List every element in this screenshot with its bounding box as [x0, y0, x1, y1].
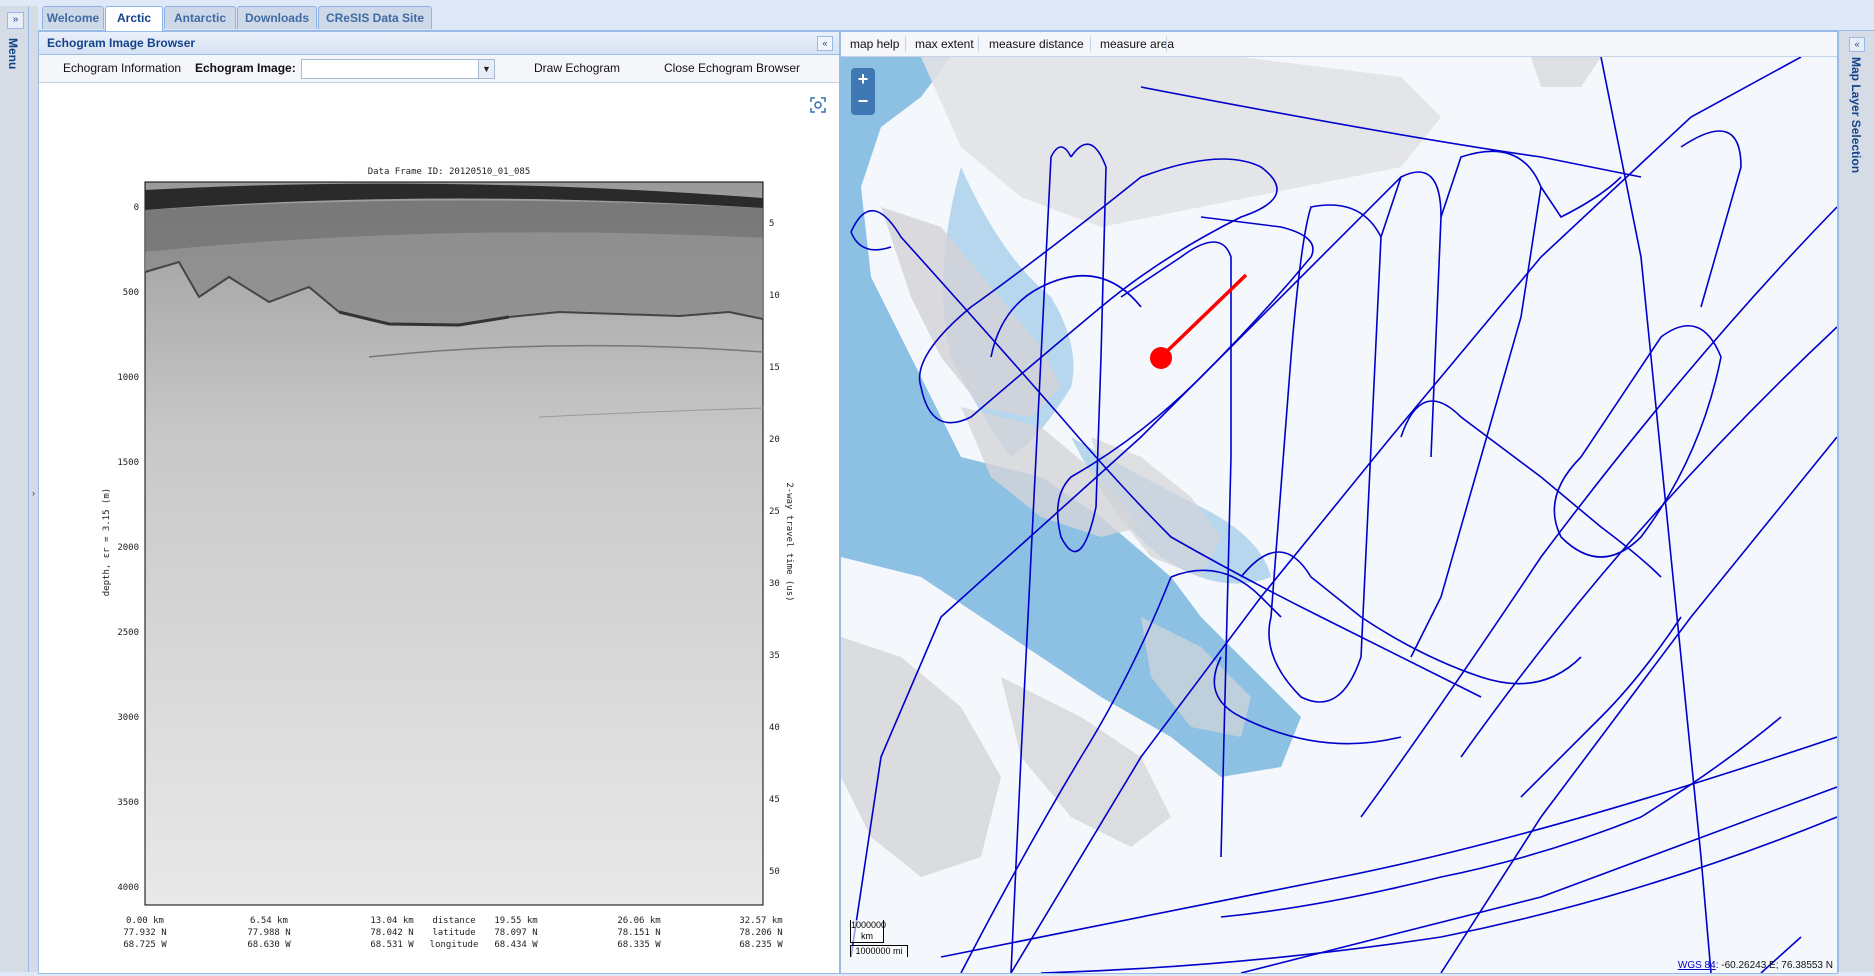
right-tick: 30: [769, 579, 780, 589]
echogram-panel-title: Echogram Image Browser: [47, 36, 196, 50]
echogram-panel-header: Echogram Image Browser «: [39, 32, 839, 55]
distance-row-label: distance: [432, 916, 475, 926]
latitude-value: 78.151 N: [617, 928, 660, 938]
right-tick: 45: [769, 795, 780, 805]
map-panel[interactable]: map help max extent measure distance mea…: [840, 31, 1838, 974]
map-layer-selection-label[interactable]: Map Layer Selection: [1849, 57, 1863, 174]
latitude-value: 77.932 N: [123, 928, 166, 938]
longitude-value: 68.630 W: [247, 940, 291, 950]
latitude-value: 78.042 N: [370, 928, 413, 938]
reset-view-icon[interactable]: [809, 96, 827, 114]
close-echogram-browser-button[interactable]: Close Echogram Browser: [664, 61, 801, 75]
double-chevron-right-icon[interactable]: »: [7, 12, 24, 29]
echogram-panel: Echogram Image Browser « Echogram Inform…: [38, 31, 840, 974]
map-layer-selection-panel: « Map Layer Selection: [1838, 31, 1874, 972]
splitter-arrow-icon[interactable]: ›: [32, 488, 35, 498]
measure-distance-button[interactable]: measure distance: [989, 37, 1084, 51]
right-tick: 35: [769, 651, 780, 661]
map-toolbar: map help max extent measure distance mea…: [841, 32, 1837, 57]
distance-value: 32.57 km: [739, 916, 782, 926]
flight-lines: [850, 57, 1837, 973]
tab-welcome[interactable]: Welcome: [42, 6, 104, 29]
latitude-value: 78.206 N: [739, 928, 782, 938]
right-tick: 20: [769, 435, 780, 445]
draw-echogram-button[interactable]: Draw Echogram: [534, 61, 621, 75]
right-axis-label: 2-way travel time (us): [784, 482, 794, 601]
tab-antarctic[interactable]: Antarctic: [164, 6, 236, 29]
latitude-value: 77.988 N: [247, 928, 290, 938]
echogram-image-label: Echogram Image:: [195, 61, 296, 75]
menu-label[interactable]: Menu: [6, 38, 20, 70]
toolbar-separator: [905, 36, 906, 52]
bottom-axis: 0.00 km 77.932 N 68.725 W 6.54 km 77.988…: [123, 916, 783, 950]
distance-value: 0.00 km: [126, 916, 164, 926]
distance-value: 19.55 km: [494, 916, 537, 926]
tab-arctic[interactable]: Arctic: [105, 6, 163, 31]
map-help-button[interactable]: map help: [850, 37, 900, 51]
left-tick: 3000: [117, 713, 139, 723]
left-splitter[interactable]: ›: [29, 6, 38, 972]
tab-cresis-data-site[interactable]: CReSIS Data Site: [318, 6, 432, 29]
echogram-image-select[interactable]: ▼: [301, 59, 495, 79]
toolbar-separator: [978, 36, 979, 52]
projection-link[interactable]: WGS 84: [1677, 960, 1716, 971]
left-tick: 500: [123, 288, 139, 298]
latitude-value: 78.097 N: [494, 928, 537, 938]
latitude-row-label: latitude: [432, 928, 475, 938]
zoom-out-button[interactable]: −: [857, 91, 869, 111]
collapse-panel-icon[interactable]: «: [817, 36, 833, 51]
tab-downloads[interactable]: Downloads: [237, 6, 317, 29]
scale-bar: 1000000 km 1000000 mi: [850, 920, 908, 957]
double-chevron-left-icon[interactable]: «: [1849, 37, 1865, 52]
left-axis-ticks: 0 500 1000 1500 2000 2500 3000 3500 4000: [117, 203, 139, 893]
right-tick: 15: [769, 363, 780, 373]
tab-bar: Welcome Arctic Antarctic Downloads CReSI…: [38, 6, 1874, 31]
distance-value: 26.06 km: [617, 916, 660, 926]
left-axis-label: depth, εr = 3.15 (m): [102, 488, 112, 596]
left-tick: 2500: [117, 628, 139, 638]
left-tick: 2000: [117, 543, 139, 553]
zoom-control: + −: [851, 68, 875, 115]
echogram-image: [144, 181, 764, 906]
zoom-in-button[interactable]: +: [857, 69, 869, 89]
chevron-down-icon[interactable]: ▼: [478, 60, 494, 78]
right-axis-ticks: 5 10 15 20 25 30 35 40 45 50: [769, 219, 780, 877]
toolbar-separator: [1090, 36, 1091, 52]
longitude-value: 68.434 W: [494, 940, 538, 950]
longitude-value: 68.725 W: [123, 940, 167, 950]
distance-value: 13.04 km: [370, 916, 413, 926]
scale-km: 1000000 km: [850, 920, 887, 943]
right-tick: 40: [769, 723, 780, 733]
longitude-value: 68.335 W: [617, 940, 661, 950]
echogram-toolbar: Echogram Information Echogram Image: ▼ D…: [39, 55, 839, 83]
left-tick: 1500: [117, 458, 139, 468]
left-tick: 1000: [117, 373, 139, 383]
land-areas: [841, 57, 1601, 877]
right-tick: 50: [769, 867, 780, 877]
distance-value: 6.54 km: [250, 916, 288, 926]
left-tick: 4000: [117, 883, 139, 893]
longitude-value: 68.235 W: [739, 940, 783, 950]
scale-mi: 1000000 mi: [850, 945, 908, 957]
longitude-value: 68.531 W: [370, 940, 414, 950]
right-tick: 25: [769, 507, 780, 517]
echogram-title: Data Frame ID: 20120510_01_085: [368, 167, 531, 177]
echogram-figure: Data Frame ID: 20120510_01_085 0 500 100…: [102, 167, 794, 950]
map-canvas[interactable]: [841, 57, 1837, 973]
measure-area-button[interactable]: measure area: [1100, 37, 1175, 51]
left-tick: 3500: [117, 798, 139, 808]
echogram-information-button[interactable]: Echogram Information: [63, 61, 182, 75]
right-tick: 5: [769, 219, 774, 229]
left-tick: 0: [134, 203, 139, 213]
toolbar-separator: [1166, 36, 1167, 52]
longitude-row-label: longitude: [430, 940, 479, 950]
mouse-position: WGS 84: -60.26243 E; 76.38553 N: [1678, 960, 1833, 971]
coordinate-readout: : -60.26243 E; 76.38553 N: [1715, 960, 1833, 971]
selected-segment[interactable]: [1150, 273, 1248, 369]
max-extent-button[interactable]: max extent: [915, 37, 974, 51]
right-tick: 10: [769, 291, 780, 301]
left-menu-panel: » Menu: [0, 6, 29, 972]
